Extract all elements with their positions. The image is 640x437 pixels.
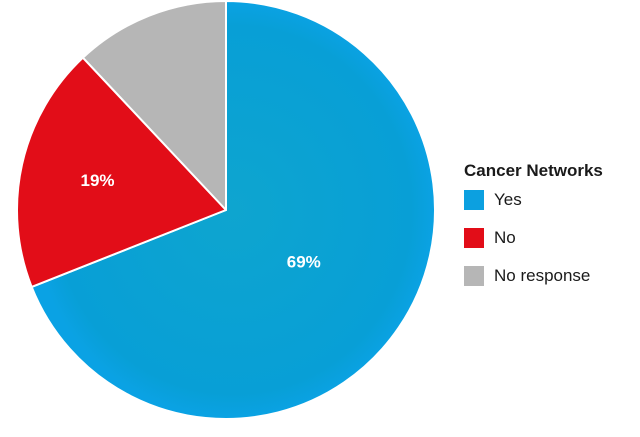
legend: Cancer Networks Yes No No response bbox=[464, 161, 640, 304]
pie-labels: 69% 19% bbox=[80, 171, 320, 272]
legend-label-no-response: No response bbox=[494, 266, 591, 285]
legend-label-yes: Yes bbox=[494, 190, 522, 209]
legend-swatch-no-response bbox=[464, 266, 484, 286]
legend-label-no: No bbox=[494, 228, 516, 247]
legend-item-no: No bbox=[464, 228, 640, 248]
pie-slices bbox=[16, 0, 436, 420]
legend-swatch-no bbox=[464, 228, 484, 248]
legend-swatch-yes bbox=[464, 190, 484, 210]
pie-slice-yes bbox=[30, 0, 436, 420]
pie-slice-no-response bbox=[81, 0, 227, 211]
pie-label-yes: 69% bbox=[287, 252, 321, 271]
pie-slice-no bbox=[16, 56, 227, 288]
legend-title: Cancer Networks bbox=[464, 161, 603, 180]
pie-label-no: 19% bbox=[80, 171, 114, 190]
legend-item-yes: Yes bbox=[464, 190, 640, 210]
legend-item-no-response: No response bbox=[464, 266, 640, 286]
